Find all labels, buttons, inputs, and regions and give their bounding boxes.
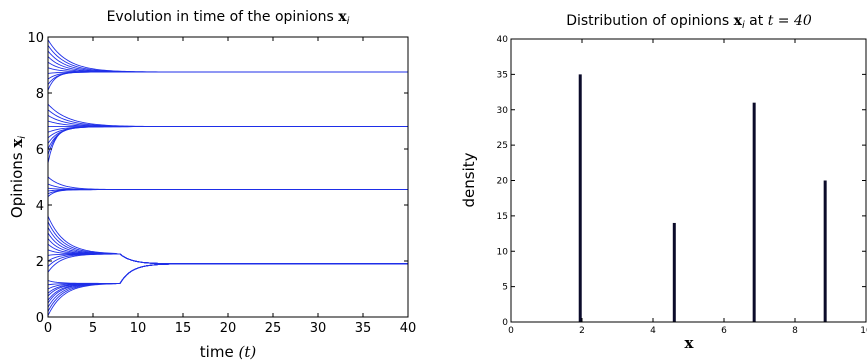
chart1-axes-box <box>47 36 409 318</box>
chart1-title: Evolution in time of the opinions xi <box>107 9 350 27</box>
y-tick-label: 0 <box>502 318 508 328</box>
y-tick-label: 10 <box>497 247 509 257</box>
chart2-ticks: 0 2 4 6 8 10 0 5 10 15 20 25 30 35 40 <box>497 35 867 336</box>
y-tick-label: 35 <box>497 70 508 80</box>
trajectory-line <box>47 189 408 197</box>
y-tick-label: 40 <box>497 35 509 45</box>
chart2-ylabel: density <box>460 152 478 207</box>
trajectory-line <box>47 103 408 128</box>
x-tick-label: 20 <box>220 321 237 336</box>
y-tick-label: 5 <box>502 283 508 293</box>
trajectory-line <box>47 126 408 155</box>
chart2-title: Distribution of opinions xi at t = 40 <box>566 13 812 31</box>
trajectory-line <box>47 45 408 73</box>
trajectory-line <box>47 263 408 316</box>
trajectory-line <box>47 238 408 265</box>
trajectory-line <box>47 126 408 144</box>
trajectory-line <box>47 227 408 265</box>
chart-opinions-distribution: Distribution of opinions xi at t = 40 0 2… <box>460 13 867 352</box>
trajectory-line <box>47 126 408 133</box>
y-tick-label: 8 <box>36 87 44 102</box>
x-tick-label: 10 <box>860 326 867 336</box>
y-tick-label: 15 <box>497 212 508 222</box>
trajectory-line <box>47 263 408 308</box>
x-tick-label: 0 <box>44 321 52 336</box>
density-bar <box>823 180 827 322</box>
chart2-bars <box>578 74 827 323</box>
x-tick-label: 15 <box>175 321 192 336</box>
chart-opinions-evolution: Evolution in time of the opinions xi 0 5 1… <box>8 9 416 361</box>
x-tick-label: 10 <box>130 321 147 336</box>
x-tick-label: 35 <box>355 321 372 336</box>
x-tick-label: 4 <box>650 326 656 336</box>
x-tick-label: 40 <box>400 321 417 336</box>
x-tick-label: 6 <box>721 326 727 336</box>
trajectory-line <box>47 263 408 286</box>
trajectory-line <box>47 50 408 73</box>
y-tick-label: 20 <box>497 177 509 187</box>
trajectory-line <box>47 253 408 265</box>
chart2-xlabel: x <box>685 334 695 352</box>
chart1-ylabel: Opinions xi <box>8 136 28 218</box>
chart1-trajectories <box>47 39 408 316</box>
trajectory-line <box>47 253 408 273</box>
y-tick-label: 30 <box>497 106 509 116</box>
trajectory-line <box>47 71 408 85</box>
trajectory-line <box>47 263 408 294</box>
x-tick-label: 5 <box>89 321 97 336</box>
trajectory-line <box>47 109 408 128</box>
x-tick-label: 25 <box>265 321 282 336</box>
y-tick-label: 2 <box>36 255 44 270</box>
x-tick-label: 0 <box>508 326 514 336</box>
trajectory-line <box>47 232 408 265</box>
trajectory-line <box>47 126 408 164</box>
trajectory-line <box>47 39 408 73</box>
x-tick-label: 8 <box>792 326 798 336</box>
trajectory-line <box>47 71 408 80</box>
x-tick-label: 30 <box>310 321 327 336</box>
y-tick-label: 4 <box>36 199 44 214</box>
trajectory-line <box>47 249 408 265</box>
trajectory-line <box>47 263 408 312</box>
trajectory-line <box>47 126 408 139</box>
chart1-ticks: 0 5 10 15 20 25 30 35 40 0 2 4 6 8 10 <box>27 31 416 336</box>
trajectory-line <box>47 263 408 297</box>
trajectory-line <box>47 189 408 195</box>
trajectory-line <box>47 221 408 265</box>
density-bar <box>578 74 582 323</box>
density-bar <box>672 222 676 322</box>
trajectory-line <box>47 126 408 150</box>
trajectory-line <box>47 263 408 284</box>
chart1-xlabel: time (t) <box>200 343 257 361</box>
trajectory-line <box>47 263 408 301</box>
y-tick-label: 6 <box>36 143 44 158</box>
y-tick-label: 25 <box>497 141 508 151</box>
x-tick-label: 2 <box>579 326 585 336</box>
trajectory-line <box>47 263 408 290</box>
trajectory-line <box>47 216 408 265</box>
chart2-axes-box <box>510 38 867 323</box>
density-bar <box>752 102 756 322</box>
trajectory-line <box>47 253 408 267</box>
trajectory-line <box>47 183 408 191</box>
trajectory-line <box>47 176 408 191</box>
y-tick-label: 10 <box>27 31 44 46</box>
y-tick-label: 0 <box>36 311 44 326</box>
trajectory-line <box>47 253 408 265</box>
trajectory-line <box>47 71 408 91</box>
